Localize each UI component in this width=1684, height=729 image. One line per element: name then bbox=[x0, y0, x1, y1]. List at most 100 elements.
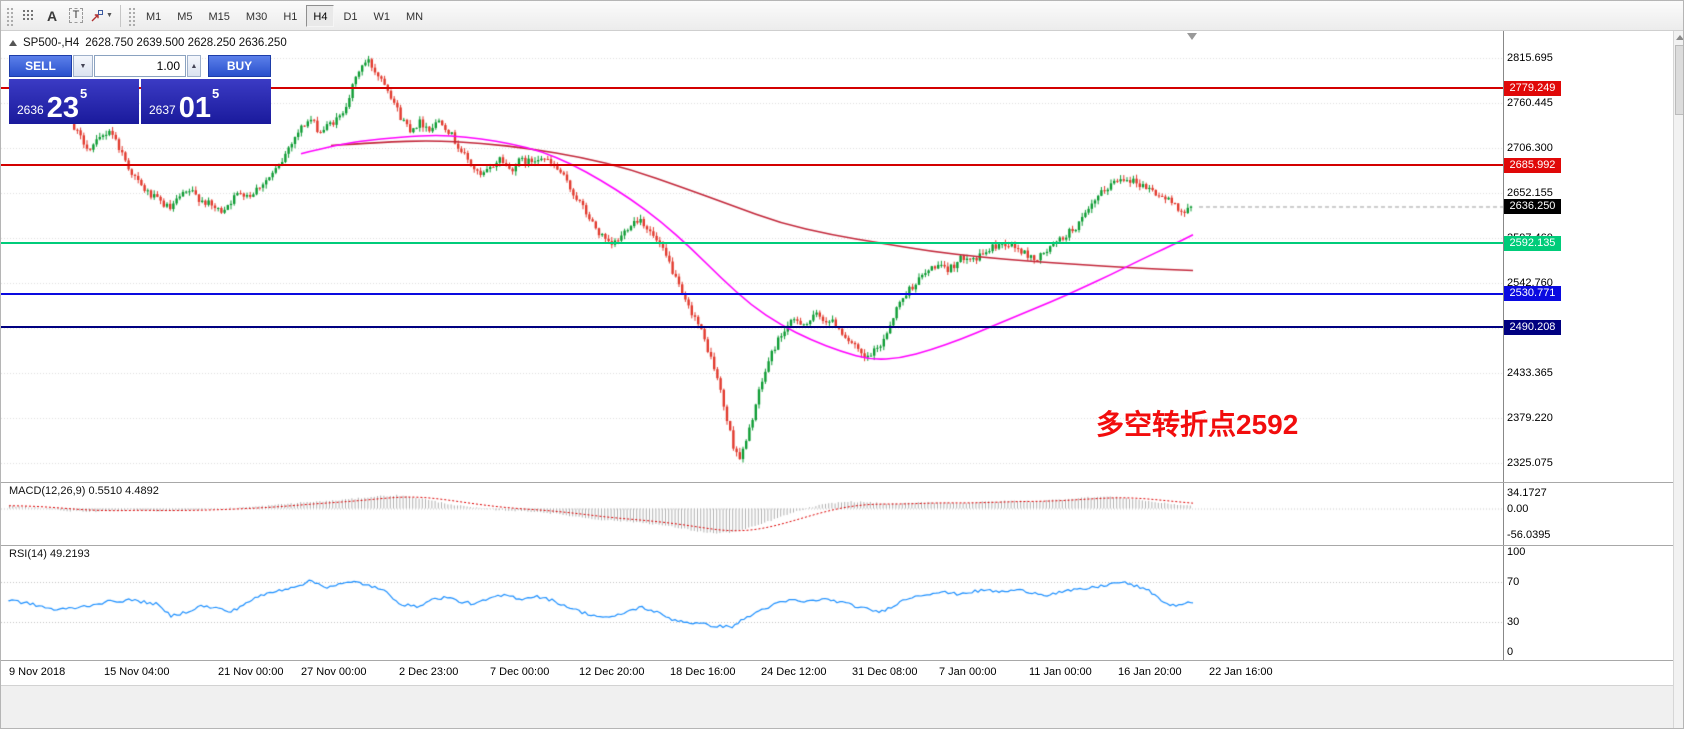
chart-title: SP500-,H4 2628.750 2639.500 2628.250 263… bbox=[9, 37, 287, 49]
crosshair-tool-button[interactable] bbox=[16, 4, 40, 28]
horizontal-level-line[interactable] bbox=[1, 164, 1503, 167]
time-axis-label: 27 Nov 00:00 bbox=[301, 666, 367, 678]
horizontal-level-line[interactable] bbox=[1, 326, 1503, 329]
volume-step-up-button[interactable]: ▲ bbox=[187, 55, 201, 77]
timeframe-button-w1[interactable]: W1 bbox=[373, 10, 391, 23]
ask-pip-digit: 5 bbox=[211, 86, 220, 101]
panel-separator[interactable] bbox=[1, 545, 1673, 546]
ask-prefix: 2637 bbox=[149, 103, 176, 117]
text-tool-button[interactable]: A bbox=[40, 4, 64, 28]
chevron-down-icon: ▼ bbox=[79, 62, 87, 70]
top-toolbar: A T ▼ M1 M5 M15 M30 H1 H4 D1 W1 MN bbox=[1, 1, 1683, 31]
price-badge: 2685.992 bbox=[1504, 157, 1561, 173]
time-axis-label: 18 Dec 16:00 bbox=[670, 666, 736, 678]
panel-separator[interactable] bbox=[1, 660, 1673, 661]
price-axis-label: 2542.760 bbox=[1507, 277, 1553, 289]
toolbar-separator bbox=[119, 4, 121, 27]
time-axis-label: 7 Jan 00:00 bbox=[939, 666, 997, 678]
price-badge: 2490.208 bbox=[1504, 319, 1561, 335]
ask-big-digits: 01 bbox=[178, 91, 211, 124]
rsi-axis-label: 70 bbox=[1507, 576, 1520, 588]
label-tool-icon: T bbox=[68, 8, 84, 23]
time-axis-label: 11 Jan 00:00 bbox=[1029, 666, 1092, 678]
bottom-strip bbox=[1, 685, 1673, 728]
vertical-scrollbar[interactable] bbox=[1673, 31, 1683, 728]
time-axis-label: 9 Nov 2018 bbox=[9, 666, 66, 678]
time-axis-label: 12 Dec 20:00 bbox=[579, 666, 645, 678]
timeframe-button-h1[interactable]: H1 bbox=[283, 10, 298, 23]
macd-indicator-panel: MACD(12,26,9) 0.5510 4.4892 34.1727 0.00 -… bbox=[1, 483, 1673, 545]
chevron-down-icon: ▼ bbox=[106, 12, 113, 19]
time-axis-label: 21 Nov 00:00 bbox=[218, 666, 284, 678]
volume-dropdown-button[interactable]: ▼ bbox=[73, 55, 93, 77]
time-axis-label: 7 Dec 00:00 bbox=[490, 666, 550, 678]
scrollbar-up-icon[interactable] bbox=[1676, 35, 1683, 40]
timeframe-button-m30[interactable]: M30 bbox=[245, 10, 268, 23]
price-axis-label: 2379.220 bbox=[1507, 412, 1553, 424]
toolbar-grip[interactable] bbox=[5, 5, 13, 26]
price-axis-label: 2760.445 bbox=[1507, 97, 1553, 109]
bid-prefix: 2636 bbox=[17, 103, 44, 117]
price-axis-label: 2706.300 bbox=[1507, 142, 1553, 154]
arrows-tool-button[interactable]: ▼ bbox=[88, 4, 115, 28]
chart-annotation[interactable]: 多空转折点2592 bbox=[1096, 409, 1299, 440]
time-axis-label: 22 Jan 16:00 bbox=[1209, 666, 1273, 678]
price-badge: 2530.771 bbox=[1504, 286, 1561, 302]
timeframe-button-m15[interactable]: M15 bbox=[208, 10, 230, 23]
rsi-label: RSI(14) 49.2193 bbox=[9, 548, 90, 560]
macd-label: MACD(12,26,9) 0.5510 4.4892 bbox=[9, 485, 159, 497]
timeframe-button-m1[interactable]: M1 bbox=[145, 10, 162, 23]
macd-chart-canvas[interactable] bbox=[1, 483, 1503, 545]
horizontal-level-line[interactable] bbox=[1, 242, 1503, 244]
sell-button[interactable]: SELL bbox=[9, 55, 72, 77]
price-badge: 2779.249 bbox=[1504, 80, 1561, 96]
price-axis-label: 2325.075 bbox=[1507, 457, 1553, 469]
label-tool-button[interactable]: T bbox=[64, 4, 88, 28]
bid-big-digits: 23 bbox=[46, 91, 79, 124]
bid-pip-digit: 5 bbox=[79, 86, 88, 101]
chevron-up-icon: ▲ bbox=[190, 62, 198, 70]
rsi-axis-label: 100 bbox=[1507, 546, 1526, 558]
price-axis-label: 2433.365 bbox=[1507, 367, 1553, 379]
macd-axis-label: 0.00 bbox=[1507, 502, 1529, 515]
timeframe-button-h4[interactable]: H4 bbox=[306, 4, 335, 27]
arrows-icon bbox=[91, 9, 103, 21]
toolbar-grip-2[interactable] bbox=[126, 5, 135, 26]
chart-shift-marker-icon[interactable] bbox=[1187, 33, 1197, 40]
horizontal-level-line[interactable] bbox=[1, 87, 1503, 90]
macd-axis-label: -56.0395 bbox=[1507, 528, 1551, 541]
bid-price-display[interactable]: 2636 23 5 bbox=[9, 79, 139, 124]
timeframe-button-m5[interactable]: M5 bbox=[177, 10, 193, 23]
scrollbar-thumb[interactable] bbox=[1675, 45, 1683, 115]
symbol-timeframe-label: SP500-,H4 bbox=[23, 37, 80, 49]
time-axis-label: 24 Dec 12:00 bbox=[761, 666, 827, 678]
price-axis-label: 2652.155 bbox=[1507, 187, 1553, 199]
buy-button[interactable]: BUY bbox=[208, 55, 271, 77]
price-axis-line bbox=[1503, 31, 1504, 661]
price-badge: 2636.250 bbox=[1504, 198, 1561, 214]
panel-separator[interactable] bbox=[1, 482, 1673, 483]
ask-price-display[interactable]: 2637 01 5 bbox=[141, 79, 271, 124]
one-click-trading-panel: SELL ▼ ▲ BUY 2636 23 5 2637 01 bbox=[9, 55, 271, 124]
text-tool-icon: A bbox=[46, 7, 58, 24]
volume-input[interactable] bbox=[94, 55, 186, 77]
price-chart-panel: SP500-,H4 2628.750 2639.500 2628.250 263… bbox=[1, 31, 1673, 482]
rsi-chart-canvas[interactable] bbox=[1, 546, 1503, 660]
macd-axis-label: 34.1727 bbox=[1507, 487, 1547, 499]
timeframe-button-d1[interactable]: D1 bbox=[343, 10, 358, 23]
horizontal-level-line[interactable] bbox=[1, 292, 1503, 295]
timeframe-button-mn[interactable]: MN bbox=[406, 10, 424, 23]
time-axis-label: 31 Dec 08:00 bbox=[852, 666, 918, 678]
one-click-panel-toggle-icon[interactable] bbox=[9, 40, 17, 46]
timeframe-group: M1 M5 M15 M30 H1 H4 D1 W1 MN bbox=[138, 4, 431, 27]
price-axis-label: 2815.695 bbox=[1507, 52, 1553, 64]
rsi-indicator-panel: RSI(14) 49.2193 100 70 30 0 bbox=[1, 546, 1673, 660]
rsi-axis-label: 30 bbox=[1507, 616, 1520, 628]
time-axis-label: 15 Nov 04:00 bbox=[104, 666, 170, 678]
time-axis-label: 2 Dec 23:00 bbox=[399, 666, 459, 678]
time-axis-label: 16 Jan 20:00 bbox=[1118, 666, 1182, 678]
time-axis: 9 Nov 2018 15 Nov 04:00 21 Nov 00:00 27 Nov… bbox=[1, 661, 1673, 685]
rsi-axis-label: 0 bbox=[1507, 646, 1514, 658]
price-badge: 2592.135 bbox=[1504, 235, 1561, 251]
